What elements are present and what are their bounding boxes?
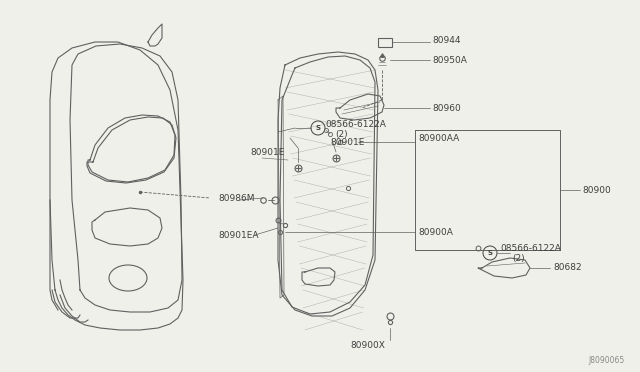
Text: 80986M: 80986M <box>218 193 255 202</box>
Text: S: S <box>488 250 493 256</box>
Text: (2): (2) <box>335 129 348 138</box>
Text: 80960: 80960 <box>432 103 461 112</box>
Bar <box>378 38 392 47</box>
Text: 80900X: 80900X <box>351 340 385 350</box>
Text: 80901EA: 80901EA <box>218 231 259 240</box>
Text: 80900: 80900 <box>582 186 611 195</box>
Text: 80944: 80944 <box>432 35 461 45</box>
Text: 08566-6122A: 08566-6122A <box>500 244 561 253</box>
Text: 08566-6122A: 08566-6122A <box>325 119 386 128</box>
Text: 80682: 80682 <box>553 263 582 273</box>
Text: S: S <box>316 125 321 131</box>
Text: (2): (2) <box>512 253 525 263</box>
Text: 80901E: 80901E <box>330 138 364 147</box>
Text: J8090065: J8090065 <box>589 356 625 365</box>
Text: 80900AA: 80900AA <box>418 134 460 142</box>
Text: 80900A: 80900A <box>418 228 453 237</box>
Text: 80950A: 80950A <box>432 55 467 64</box>
Text: 80901E: 80901E <box>250 148 284 157</box>
